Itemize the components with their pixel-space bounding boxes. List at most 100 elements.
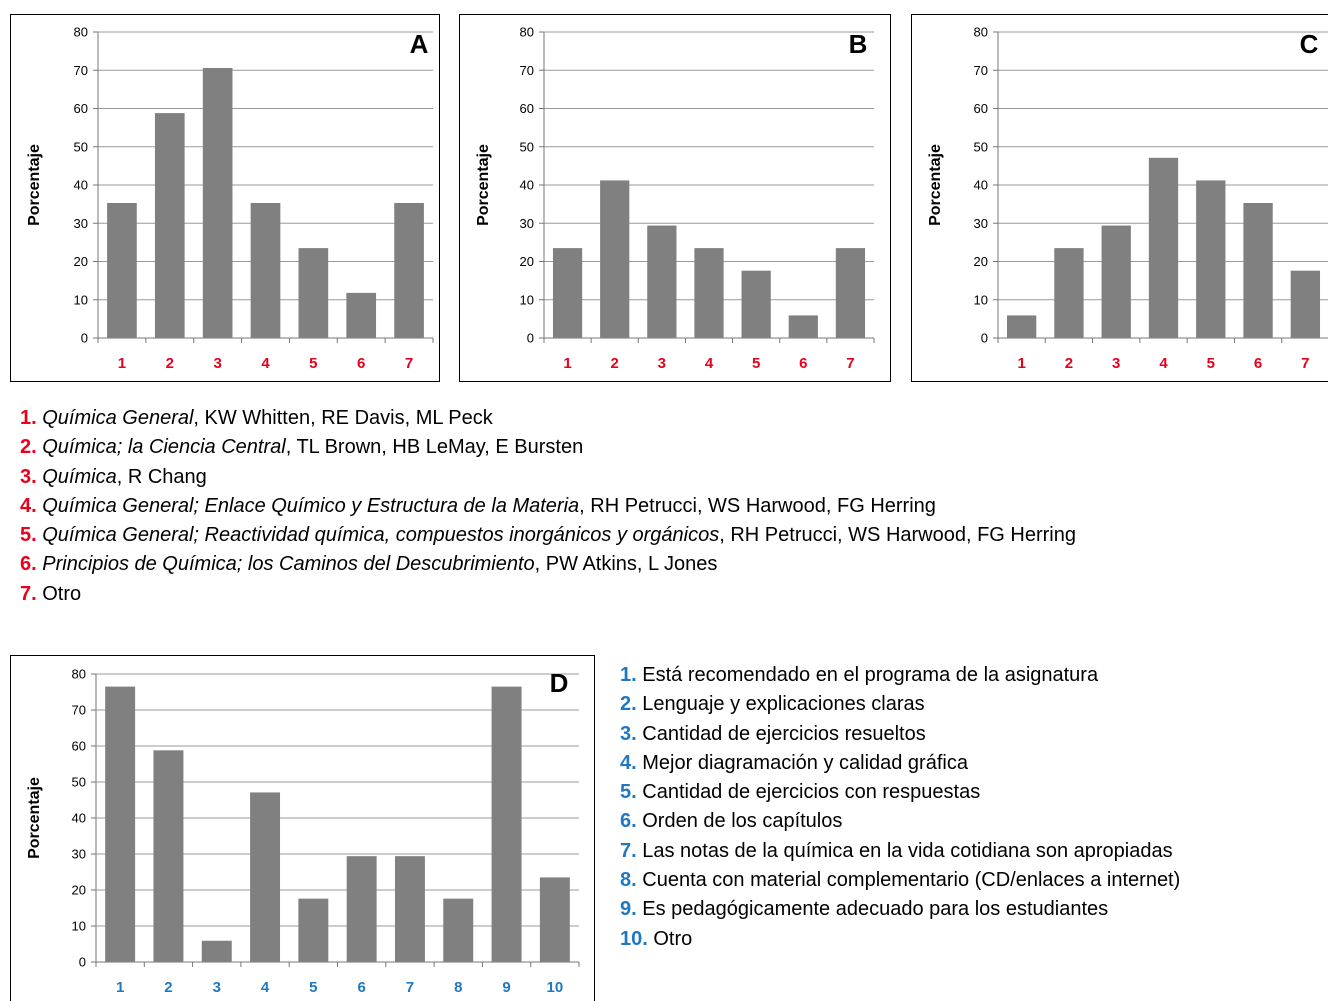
bar-d-3: [201, 940, 232, 962]
y-tick-label: 40: [72, 811, 86, 826]
y-tick-label: 60: [74, 101, 88, 116]
y-tick-label: 50: [974, 139, 988, 154]
x-category-label: 4: [705, 355, 714, 372]
y-tick-label: 0: [527, 331, 534, 346]
x-category-label: 1: [563, 355, 571, 372]
bar-b-5: [741, 270, 771, 338]
y-tick-label: 30: [520, 216, 534, 231]
y-tick-label: 20: [974, 254, 988, 269]
bar-c-3: [1101, 225, 1131, 338]
y-tick-label: 60: [72, 739, 86, 754]
bar-a-7: [394, 202, 424, 338]
chart-panel-a: 0 10 20 30 40 50 60 70 80 1 2 3 4 5 6 7 Porcentaje A: [10, 14, 440, 382]
book-legend-item: 5. Química General; Reactividad química,…: [20, 524, 1076, 547]
x-category-label: 1: [1017, 355, 1025, 372]
bar-c-7: [1290, 270, 1321, 338]
y-axis-title: Porcentaje: [26, 777, 43, 859]
x-category-label: 3: [213, 355, 221, 372]
x-category-label: 8: [454, 979, 462, 996]
bar-c-2: [1054, 248, 1084, 338]
bar-c-5: [1196, 180, 1226, 338]
reason-legend-item: 3. Cantidad de ejercicios resueltos: [620, 722, 926, 745]
y-tick-label: 10: [520, 292, 534, 307]
y-axis-title: Porcentaje: [927, 144, 944, 226]
book-legend-item: 1. Química General, KW Whitten, RE Davis…: [20, 407, 493, 429]
x-category-label: 6: [1254, 355, 1262, 372]
chart-b-svg: 0 10 20 30 40 50 60 70 80 1 2 3 4 5 6 7 Porcentaje B: [475, 25, 875, 372]
x-category-label: 6: [357, 355, 365, 372]
x-category-label: 10: [547, 979, 564, 996]
bar-d-1: [105, 686, 136, 962]
reason-legend-item: 4. Mejor diagramación y calidad gráfica: [620, 751, 968, 774]
panel-letter: B: [849, 29, 868, 59]
reason-legend-item: 6. Orden de los capítulos: [620, 810, 843, 833]
y-tick-label: 50: [72, 775, 86, 790]
reason-legend-item: 2. Lenguaje y explicaciones claras: [620, 693, 925, 716]
y-tick-label: 30: [974, 216, 988, 231]
bar-b-2: [600, 180, 630, 338]
chart-c-svg: 0 10 20 30 40 50 60 70 80 1 2 3 4 5 6 7 Porcentaje C: [927, 25, 1328, 372]
x-category-label: 4: [261, 979, 270, 996]
chart-panel-b: 0 10 20 30 40 50 60 70 80 1 2 3 4 5 6 7 Porcentaje B: [459, 14, 891, 382]
bar-a-5: [298, 248, 329, 338]
y-tick-label: 20: [72, 883, 86, 898]
x-category-label: 5: [1207, 355, 1215, 372]
book-legend-item: 3. Química, R Chang: [20, 465, 207, 488]
bar-a-1: [107, 202, 137, 338]
x-category-label: 6: [357, 979, 365, 996]
x-category-label: 9: [502, 979, 510, 996]
bar-c-4: [1148, 157, 1179, 338]
y-tick-label: 40: [520, 178, 534, 193]
x-category-label: 4: [261, 355, 270, 372]
y-tick-label: 40: [74, 178, 88, 193]
bar-b-7: [835, 248, 866, 338]
book-legend-item: 4. Química General; Enlace Químico y Est…: [20, 494, 936, 517]
bar-c-1: [1006, 315, 1037, 338]
x-category-label: 5: [752, 355, 760, 372]
bar-a-4: [250, 202, 281, 338]
bar-d-6: [346, 856, 377, 962]
bar-d-5: [298, 898, 329, 962]
bar-a-3: [202, 67, 233, 338]
x-category-label: 5: [309, 355, 317, 372]
x-category-label: 2: [164, 979, 172, 996]
panel-letter: D: [550, 668, 569, 698]
y-tick-label: 60: [974, 101, 988, 116]
y-tick-label: 10: [74, 292, 88, 307]
y-tick-label: 10: [974, 292, 988, 307]
y-tick-label: 60: [520, 101, 534, 116]
panel-letter: A: [410, 29, 429, 59]
y-axis-title: Porcentaje: [26, 144, 43, 226]
y-tick-label: 70: [74, 63, 88, 78]
x-category-label: 2: [611, 355, 619, 372]
reason-legend-item: 1. Está recomendado en el programa de la…: [620, 664, 1099, 686]
x-category-label: 1: [116, 979, 124, 996]
book-legend-item: 6. Principios de Química; los Caminos de…: [20, 553, 718, 576]
y-tick-label: 10: [72, 919, 86, 934]
chart-panel-d: 0 10 20 30 40 50 60 70 80 1 2 3 4 5 6 7 8 9 10 Porcentaje D: [10, 655, 595, 1001]
panel-letter: C: [1300, 29, 1319, 59]
reason-legend-item: 9. Es pedagógicamente adecuado para los …: [620, 898, 1109, 921]
x-category-label: 5: [309, 979, 317, 996]
reason-legend-item: 5. Cantidad de ejercicios con respuestas: [620, 781, 981, 804]
bar-c-6: [1243, 202, 1273, 338]
y-tick-label: 80: [520, 25, 534, 40]
y-tick-label: 50: [520, 139, 534, 154]
bar-a-2: [154, 113, 185, 338]
y-tick-label: 40: [974, 178, 988, 193]
bar-b-4: [694, 248, 724, 338]
x-category-label: 6: [799, 355, 807, 372]
y-tick-label: 80: [974, 25, 988, 40]
y-tick-label: 0: [81, 331, 88, 346]
x-category-label: 7: [846, 355, 854, 372]
y-tick-label: 70: [520, 63, 534, 78]
bar-d-9: [491, 686, 522, 962]
book-legend-item: 7. Otro: [20, 582, 82, 605]
bar-d-2: [153, 750, 184, 962]
y-tick-label: 20: [520, 254, 534, 269]
x-category-label: 1: [118, 355, 126, 372]
y-tick-label: 50: [74, 139, 88, 154]
x-category-label: 7: [405, 355, 413, 372]
reason-legend: 1. Está recomendado en el programa de la…: [620, 661, 1180, 954]
x-category-label: 7: [1301, 355, 1309, 372]
